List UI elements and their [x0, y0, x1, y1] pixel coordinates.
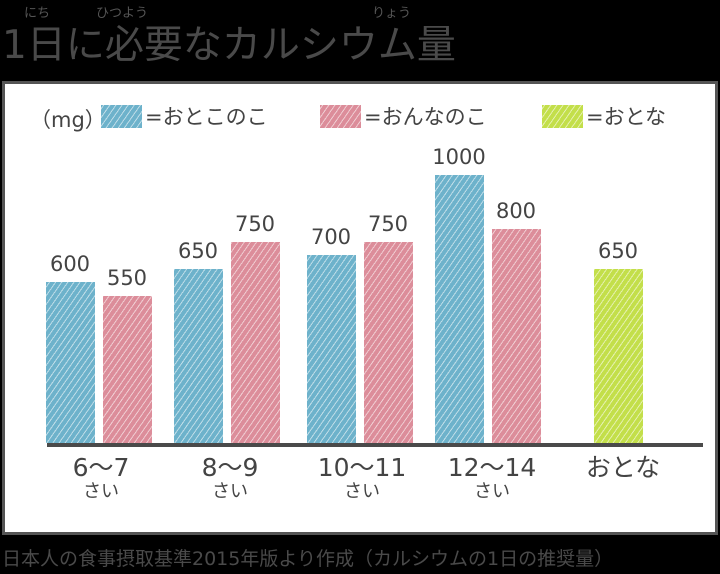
bar-2 [174, 269, 223, 443]
bar-value-label: 750 [367, 212, 409, 236]
bar-value-label: 650 [177, 239, 219, 263]
bar-value-label: 700 [310, 225, 352, 249]
legend-item-boys: =おとこのこ [101, 102, 268, 130]
bar-8 [594, 269, 643, 443]
title-ruby-nichi: にち [24, 6, 51, 21]
legend-swatch-blue [101, 104, 142, 128]
category-label-10-11: 10〜11 さい [317, 453, 407, 502]
category-label-8-9: 8〜9 さい [201, 453, 259, 502]
chart-frame: （mg） =おとこのこ =おんなのこ =おとな 6〜7 さい 8〜9 さい 10… [2, 81, 718, 535]
bar-value-label: 800 [495, 199, 537, 223]
bar-4 [307, 255, 356, 443]
legend-item-adults: =おとな [542, 102, 666, 130]
legend-item-girls: =おんなのこ [320, 102, 487, 130]
bar-7 [492, 229, 541, 443]
title-area: にち ひつよう りょう 1日に必要なカルシウム量 [0, 0, 720, 80]
category-label-12-14: 12〜14 さい [447, 453, 537, 502]
bar-0 [46, 282, 95, 443]
bar-5 [364, 242, 413, 443]
bar-value-label: 550 [106, 266, 148, 290]
plot-area: 6〜7 さい 8〜9 さい 10〜11 さい 12〜14 さい おとな 600 5… [5, 84, 715, 532]
category-label-6-7: 6〜7 さい [72, 453, 130, 502]
bar-value-label: 600 [49, 252, 91, 276]
legend-swatch-green [542, 104, 583, 128]
bar-3 [231, 242, 280, 443]
legend-label-adults: =おとな [586, 105, 666, 129]
legend-label-boys: =おとこのこ [145, 105, 268, 129]
bar-value-label: 650 [597, 239, 639, 263]
bar-value-label: 1000 [432, 145, 486, 169]
title-ruby-hitsuyou: ひつよう [96, 6, 149, 21]
legend: （mg） =おとこのこ =おんなのこ =おとな [5, 84, 715, 144]
bar-1 [103, 296, 152, 443]
bar-6 [435, 175, 484, 443]
category-label-adults: おとな [585, 453, 661, 482]
title-ruby-ryou: りょう [372, 6, 412, 21]
unit-label: （mg） [30, 108, 106, 132]
bar-value-label: 750 [234, 212, 276, 236]
x-axis-baseline [47, 443, 703, 447]
legend-label-girls: =おんなのこ [364, 105, 487, 129]
legend-swatch-pink [320, 104, 361, 128]
chart-title: 1日に必要なカルシウム量 [2, 23, 456, 68]
source-note: 日本人の食事摂取基準2015年版より作成（カルシウムの1日の推奨量） [2, 548, 614, 570]
